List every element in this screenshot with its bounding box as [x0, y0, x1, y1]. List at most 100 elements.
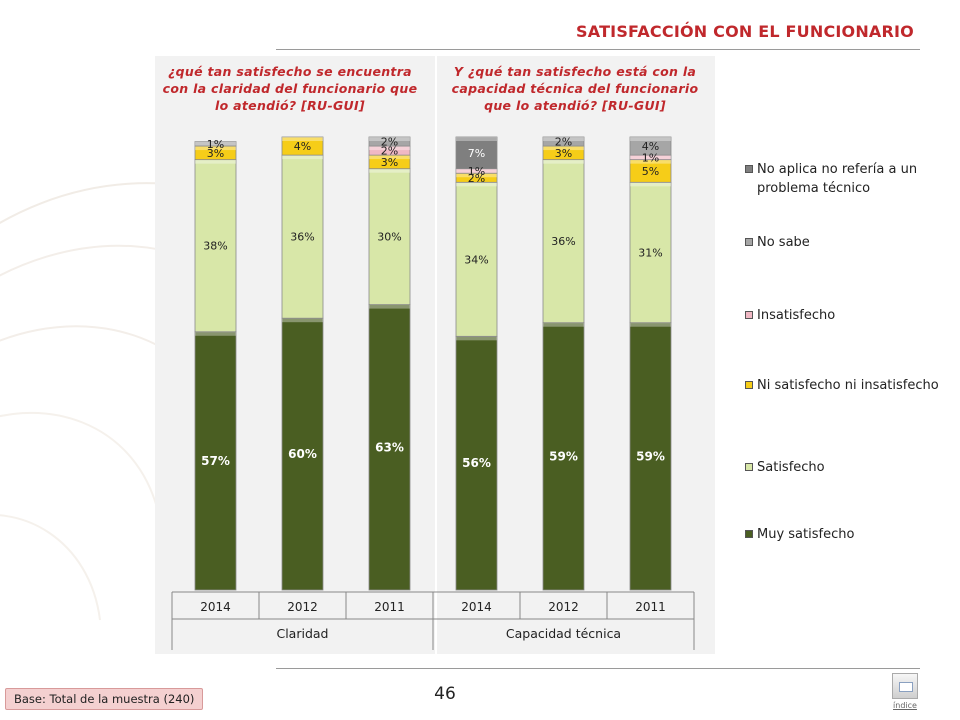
data-label: 2% [468, 172, 485, 185]
data-label: 1% [642, 151, 659, 164]
bar-segment-highlight [543, 159, 584, 164]
data-label: 60% [288, 447, 317, 461]
bar-segment-highlight [282, 155, 323, 160]
data-label: 1% [468, 165, 485, 178]
question-claridad: ¿qué tan satisfecho se encuentra con la … [162, 64, 418, 113]
data-label: 1% [207, 138, 224, 151]
bar-segment-highlight [456, 182, 497, 187]
bar-segment-highlight [282, 318, 323, 323]
legend-item: No sabe [745, 233, 945, 252]
bar-segment [629, 181, 672, 324]
data-label: 38% [203, 240, 227, 253]
legend-item: No aplica no refería a un problema técni… [745, 160, 945, 198]
bar-segment-highlight [456, 168, 497, 173]
bar-segment-highlight [369, 304, 410, 309]
bar-segment-highlight [195, 146, 236, 151]
data-label: 4% [642, 140, 659, 153]
bar-segment [194, 141, 237, 147]
data-label: 36% [290, 231, 314, 244]
bar-segment-highlight [369, 146, 410, 151]
x-tick-label: 2011 [635, 600, 666, 614]
header-divider [276, 49, 920, 50]
x-tick-label: 2012 [548, 600, 579, 614]
legend-label: No aplica no refería a un problema técni… [757, 162, 918, 196]
data-label: 5% [642, 165, 659, 178]
bar-segment-highlight [282, 137, 323, 141]
bar-segment-highlight [195, 159, 236, 164]
data-label: 3% [207, 147, 224, 160]
legend-label: No sabe [757, 235, 810, 250]
legend-swatch [745, 238, 753, 246]
x-group-label: Claridad [276, 626, 328, 641]
bar-segment [455, 181, 498, 337]
legend-swatch [745, 311, 753, 319]
bar-segment [455, 136, 498, 170]
legend-label: Satisfecho [757, 460, 825, 475]
data-label: 34% [464, 253, 488, 266]
data-label: 7% [468, 147, 485, 160]
bar-segment-highlight [195, 331, 236, 336]
legend-swatch [745, 381, 753, 389]
bar-segment [542, 322, 585, 591]
slide-title: SATISFACCIÓN CON EL FUNCIONARIO [576, 22, 914, 41]
x-group-label: Capacidad técnica [506, 626, 621, 641]
bar-segment [368, 136, 411, 147]
bar-segment [629, 322, 672, 591]
bar-segment [194, 331, 237, 591]
data-label: 30% [377, 231, 401, 244]
legend-item: Satisfecho [745, 458, 945, 477]
x-tick-label: 2011 [374, 600, 405, 614]
legend-item: Insatisfecho [745, 306, 945, 325]
chart-canvas: 57%38%3%1%60%36%4%63%30%3%2%2%56%34%2%1%… [155, 56, 715, 654]
bar-segment-highlight [630, 182, 671, 187]
data-label: 59% [636, 449, 665, 463]
bar-segment [542, 159, 585, 324]
bar-segment [281, 317, 324, 591]
bar-segment-highlight [630, 137, 671, 141]
bar-segment [455, 335, 498, 591]
legend-item: Muy satisfecho [745, 525, 945, 544]
data-label: 59% [549, 449, 578, 463]
legend-swatch [745, 463, 753, 471]
bar-segment-highlight [369, 137, 410, 141]
bar-segment-highlight [543, 146, 584, 151]
bar-segment-highlight [543, 322, 584, 327]
bar-segment-highlight [369, 155, 410, 160]
data-label: 2% [555, 136, 572, 149]
bar-segment [368, 304, 411, 591]
legend-label: Ni satisfecho ni insatisfecho [757, 378, 939, 393]
x-tick-label: 2014 [461, 600, 492, 614]
x-tick-label: 2014 [200, 600, 231, 614]
bar-segment [542, 136, 585, 147]
data-label: 57% [201, 454, 230, 468]
data-label: 56% [462, 456, 491, 470]
index-button[interactable]: índice [890, 673, 920, 713]
bar-segment [368, 168, 411, 306]
bar-segment-highlight [630, 322, 671, 327]
legend-item: Ni satisfecho ni insatisfecho [745, 376, 945, 395]
bar-segment-highlight [369, 168, 410, 173]
x-tick-label: 2012 [287, 600, 318, 614]
bar-segment-highlight [195, 141, 236, 146]
bar-segment [281, 136, 324, 156]
data-label: 2% [381, 136, 398, 149]
index-label[interactable]: índice [893, 701, 917, 710]
data-label: 4% [294, 140, 311, 153]
bar-segment [629, 136, 672, 156]
data-label: 36% [551, 235, 575, 248]
footer-divider [276, 668, 920, 669]
bar-segment [194, 159, 237, 333]
bar-segment [281, 154, 324, 319]
base-note: Base: Total de la muestra (240) [5, 688, 204, 710]
legend-swatch [745, 530, 753, 538]
data-label: 2% [381, 145, 398, 158]
question-capacidad: Y ¿qué tan satisfecho está con la capaci… [451, 64, 699, 113]
data-label: 3% [381, 156, 398, 169]
data-label: 31% [638, 247, 662, 260]
legend-label: Muy satisfecho [757, 527, 855, 542]
bar-segment-highlight [456, 137, 497, 141]
data-label: 63% [375, 440, 404, 454]
bar-segment-highlight [630, 155, 671, 160]
page-number: 46 [434, 684, 456, 704]
bar-segment-highlight [543, 137, 584, 141]
